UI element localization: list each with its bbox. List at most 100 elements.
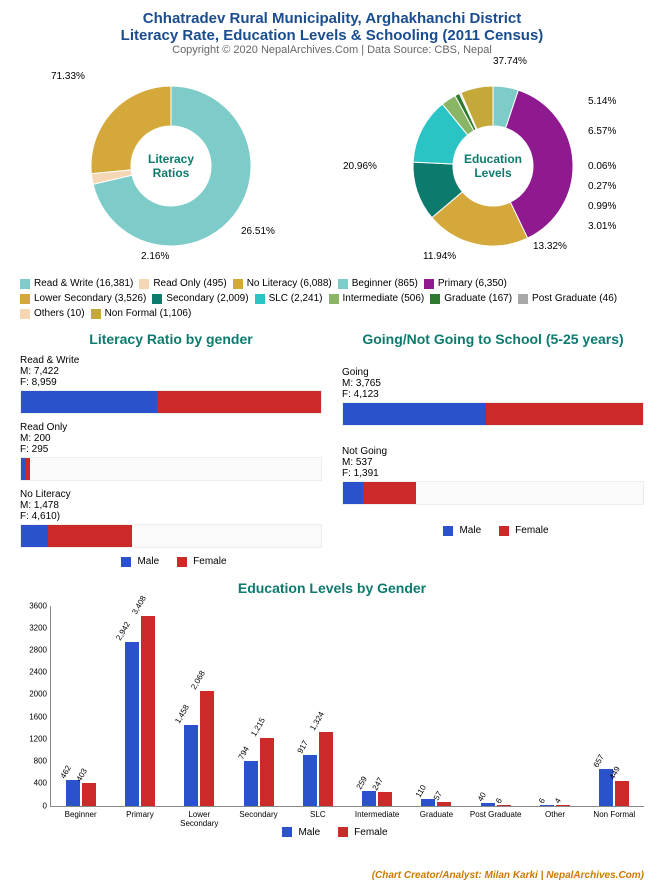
vbar-category: Graduate <box>407 806 466 819</box>
vbar-female: 2,068 <box>200 691 214 806</box>
hbar-male-seg <box>343 482 363 504</box>
pct-label: 0.06% <box>588 161 616 172</box>
ytick: 3200 <box>29 623 47 632</box>
vbar-group: 462403Beginner <box>51 780 110 806</box>
legend-item: Intermediate (506) <box>329 293 425 304</box>
pct-label: 5.14% <box>588 96 616 107</box>
vbar-male: 1,458 <box>184 725 198 806</box>
vbar-category: SLC <box>288 806 347 819</box>
hbar-female-seg <box>25 458 30 480</box>
pct-label: 2.16% <box>141 251 169 262</box>
vbar-female: 449 <box>615 781 629 806</box>
pct-label: 71.33% <box>51 71 85 82</box>
hbar-female-seg <box>157 391 321 413</box>
ytick: 800 <box>34 757 47 766</box>
vbar-group: 259247Intermediate <box>347 791 406 805</box>
vbar-category: Lower Secondary <box>170 806 229 828</box>
vbar-male: 794 <box>244 761 258 805</box>
vbar-female: 1,215 <box>260 738 274 806</box>
literacy-ratios-donut: LiteracyRatios 71.33% 2.16% 26.51% <box>31 56 311 276</box>
vbar-group: 9171,324SLC <box>288 732 347 806</box>
ytick: 0 <box>43 801 47 810</box>
legend-item: Lower Secondary (3,526) <box>20 293 146 304</box>
vbar-legend: MaleFemale <box>10 827 654 841</box>
ytick: 400 <box>34 779 47 788</box>
ytick: 3600 <box>29 601 47 610</box>
legend-item: Non Formal (1,106) <box>91 308 192 319</box>
ytick: 1200 <box>29 734 47 743</box>
pct-label: 0.27% <box>588 181 616 192</box>
vbar-male: 2,942 <box>125 642 139 805</box>
ytick: 1600 <box>29 712 47 721</box>
vbar-category: Secondary <box>229 806 288 819</box>
legend-item: Graduate (167) <box>430 293 512 304</box>
hbar1-legend: MaleFemale <box>10 556 332 570</box>
hbar-male-seg <box>343 403 486 425</box>
hbar-track <box>20 457 322 481</box>
legend-item: Secondary (2,009) <box>152 293 248 304</box>
hbar-male-seg <box>21 391 157 413</box>
education-by-gender-chart: 04008001200160020002400280032003600 4624… <box>50 606 644 807</box>
literacy-by-gender-chart: Read & WriteM: 7,422F: 8,959 Read OnlyM:… <box>10 355 332 548</box>
copyright-line: Copyright © 2020 NepalArchives.Com | Dat… <box>10 44 654 56</box>
legend-item: SLC (2,241) <box>255 293 323 304</box>
hbar2-title: Going/Not Going to School (5-25 years) <box>332 331 654 347</box>
hbar-female-seg <box>48 525 132 547</box>
pct-label: 13.32% <box>533 241 567 252</box>
vbar-category: Non Formal <box>585 806 644 819</box>
combined-legend: Read & Write (16,381)Read Only (495)No L… <box>10 276 654 321</box>
vbar-group: 657449Non Formal <box>585 769 644 806</box>
hbar-female-seg <box>486 403 643 425</box>
hbar-label: Read OnlyM: 200F: 295 <box>20 422 322 455</box>
hbar1-title: Literacy Ratio by gender <box>10 331 332 347</box>
hbar-track <box>20 390 322 414</box>
vbar-group: 7941,215Secondary <box>229 738 288 806</box>
vbar-group: 1,4582,068Lower Secondary <box>170 691 229 806</box>
legend-item: Post Graduate (46) <box>518 293 617 304</box>
hbar-track <box>342 481 644 505</box>
vbar-category: Beginner <box>51 806 110 819</box>
hbar-female-seg <box>363 482 416 504</box>
pct-label: 11.94% <box>423 251 456 262</box>
pct-label: 20.96% <box>343 161 377 172</box>
vbar-category: Other <box>525 806 584 819</box>
pct-label: 6.57% <box>588 126 616 137</box>
hbar-track <box>20 524 322 548</box>
vbar-female: 3,408 <box>141 616 155 805</box>
legend-item: Others (10) <box>20 308 85 319</box>
vbar-male: 917 <box>303 755 317 806</box>
hbar-label: No LiteracyM: 1,478F: 4,610) <box>20 489 322 522</box>
vbar-female: 247 <box>378 792 392 806</box>
pct-label: 26.51% <box>241 226 275 237</box>
schooling-chart: GoingM: 3,765F: 4,123 Not GoingM: 537F: … <box>332 367 654 505</box>
ytick: 2400 <box>29 668 47 677</box>
pct-label: 3.01% <box>588 221 616 232</box>
vbar-female: 403 <box>82 783 96 805</box>
hbar-label: Read & WriteM: 7,422F: 8,959 <box>20 355 322 388</box>
hbar-track <box>342 402 644 426</box>
hbar-male-seg <box>21 525 48 547</box>
vbar-title: Education Levels by Gender <box>10 580 654 596</box>
vbar-female: 1,324 <box>319 732 333 806</box>
pct-label: 37.74% <box>493 56 527 67</box>
education-levels-donut: EducationLevels 5.14%37.74%20.96%11.94%1… <box>353 56 633 276</box>
hbar-label: Not GoingM: 537F: 1,391 <box>342 446 644 479</box>
vbar-group: 2,9423,408Primary <box>110 616 169 805</box>
vbar-male: 462 <box>66 780 80 806</box>
ytick: 2000 <box>29 690 47 699</box>
donut1-center-label: LiteracyRatios <box>148 152 194 180</box>
ytick: 2800 <box>29 645 47 654</box>
title-line-2: Literacy Rate, Education Levels & School… <box>10 27 654 44</box>
footer-credit: (Chart Creator/Analyst: Milan Karki | Ne… <box>10 870 654 881</box>
pct-label: 0.99% <box>588 201 616 212</box>
vbar-group: 11057Graduate <box>407 799 466 805</box>
hbar-label: GoingM: 3,765F: 4,123 <box>342 367 644 400</box>
vbar-category: Intermediate <box>347 806 406 819</box>
vbar-category: Primary <box>110 806 169 819</box>
donut2-center-label: EducationLevels <box>464 152 522 180</box>
vbar-category: Post Graduate <box>466 806 525 819</box>
vbar-male: 259 <box>362 791 376 805</box>
vbar-group: 406Post Graduate <box>466 803 525 805</box>
hbar2-legend: MaleFemale <box>332 525 654 539</box>
title-line-1: Chhatradev Rural Municipality, Arghakhan… <box>10 10 654 27</box>
